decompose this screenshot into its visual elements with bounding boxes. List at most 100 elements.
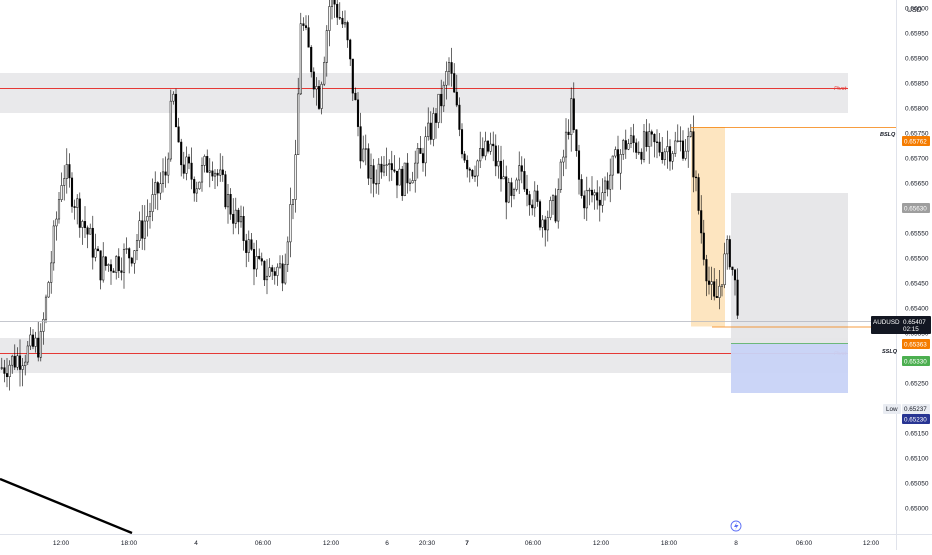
- candle-body: [346, 22, 349, 41]
- candle-body: [450, 62, 453, 74]
- candle-body: [356, 99, 360, 127]
- candle-body: [629, 135, 633, 144]
- candle-body: [421, 153, 425, 164]
- candle-body: [627, 143, 630, 150]
- candle-body: [21, 365, 24, 370]
- candle-body: [182, 164, 185, 174]
- candle-body: [271, 267, 274, 272]
- candle-body: [528, 194, 531, 206]
- candle-body: [380, 163, 383, 173]
- candle-body: [570, 98, 573, 135]
- candle-body: [731, 266, 734, 270]
- candle-body: [96, 248, 100, 251]
- candle-body: [416, 148, 419, 164]
- candle-body: [520, 165, 523, 172]
- price-tick-label: 0.65700: [905, 156, 929, 163]
- candle-body: [247, 239, 250, 253]
- candle-body: [37, 337, 40, 358]
- candle-body: [364, 148, 367, 150]
- price-tick-label: 0.65250: [905, 381, 929, 388]
- candle-body: [507, 182, 510, 203]
- candle-body: [710, 281, 713, 285]
- candle-body: [598, 199, 601, 206]
- candle-body: [63, 178, 66, 186]
- time-tick-label: 18:00: [121, 540, 138, 547]
- candle-body: [57, 199, 61, 220]
- candle-body: [141, 220, 144, 239]
- candle-body: [715, 296, 718, 298]
- candle-body: [606, 180, 609, 190]
- candle-body: [401, 168, 404, 196]
- candle-body: [89, 227, 92, 235]
- candle-body: [424, 136, 427, 164]
- candle-body: [567, 131, 570, 135]
- candle-body: [159, 183, 162, 194]
- candle-body: [406, 162, 409, 184]
- candle-body: [312, 71, 315, 90]
- candle-body: [125, 248, 128, 250]
- price-tick-label: 0.65400: [905, 306, 929, 313]
- candle-body: [645, 131, 648, 147]
- target-tag: [902, 414, 930, 424]
- candle-body: [224, 174, 227, 208]
- countdown: 02:15: [903, 326, 919, 333]
- candle-body: [723, 253, 726, 286]
- candle-body: [460, 129, 464, 155]
- candle-body: [320, 83, 323, 109]
- candle-body: [60, 185, 63, 200]
- candle-body: [276, 266, 279, 276]
- candle-body: [588, 189, 591, 192]
- candle-body: [590, 189, 594, 196]
- price-tick-label: 0.65050: [905, 481, 929, 488]
- candle-body: [583, 195, 586, 209]
- candle-body: [505, 176, 508, 203]
- price-tick-label: 0.65450: [905, 281, 929, 288]
- candle-body: [369, 165, 373, 179]
- candle-body: [525, 188, 529, 195]
- candle-body: [702, 232, 705, 260]
- time-tick-label: 6: [385, 540, 389, 547]
- pivot-label: Pivot: [834, 86, 847, 92]
- candle-body: [117, 256, 120, 271]
- candle-body: [286, 241, 289, 265]
- candle-body: [432, 113, 435, 140]
- candle-body: [323, 62, 326, 85]
- candle-body: [453, 73, 456, 93]
- candle-body: [169, 100, 172, 160]
- candle-body: [239, 216, 243, 223]
- candle-body: [177, 126, 180, 143]
- candle-body: [245, 240, 248, 253]
- candle-body: [112, 270, 115, 273]
- candle-body: [499, 160, 503, 180]
- candle-body: [219, 169, 222, 176]
- candle-body: [226, 194, 230, 208]
- candle-body: [304, 25, 308, 28]
- candle-body: [375, 183, 378, 185]
- candle-body: [234, 209, 237, 224]
- time-axis: 12:00 18:00 4 06:00 12:00 6 20:30 7 06:00 12:00 18…: [0, 520, 932, 547]
- candle-body: [473, 175, 477, 178]
- candle-body: [193, 179, 196, 194]
- candle-body: [143, 220, 146, 239]
- candle-body: [268, 267, 271, 277]
- candle-body: [603, 180, 607, 193]
- candle-body: [580, 179, 583, 196]
- candle-body: [34, 337, 37, 347]
- candle-body: [395, 170, 399, 186]
- lines-layer: [0, 127, 896, 535]
- candle-body: [707, 280, 711, 285]
- stop-box: [731, 193, 848, 343]
- candle-body: [52, 225, 55, 264]
- candle-body: [624, 140, 627, 150]
- candle-body: [471, 170, 474, 177]
- candle-body: [700, 210, 703, 234]
- candle-body: [120, 270, 123, 273]
- candle-body: [190, 162, 193, 180]
- candle-body: [255, 256, 258, 270]
- candle-body: [3, 367, 6, 374]
- lightning-icon[interactable]: [730, 520, 742, 532]
- candle-body: [403, 162, 406, 196]
